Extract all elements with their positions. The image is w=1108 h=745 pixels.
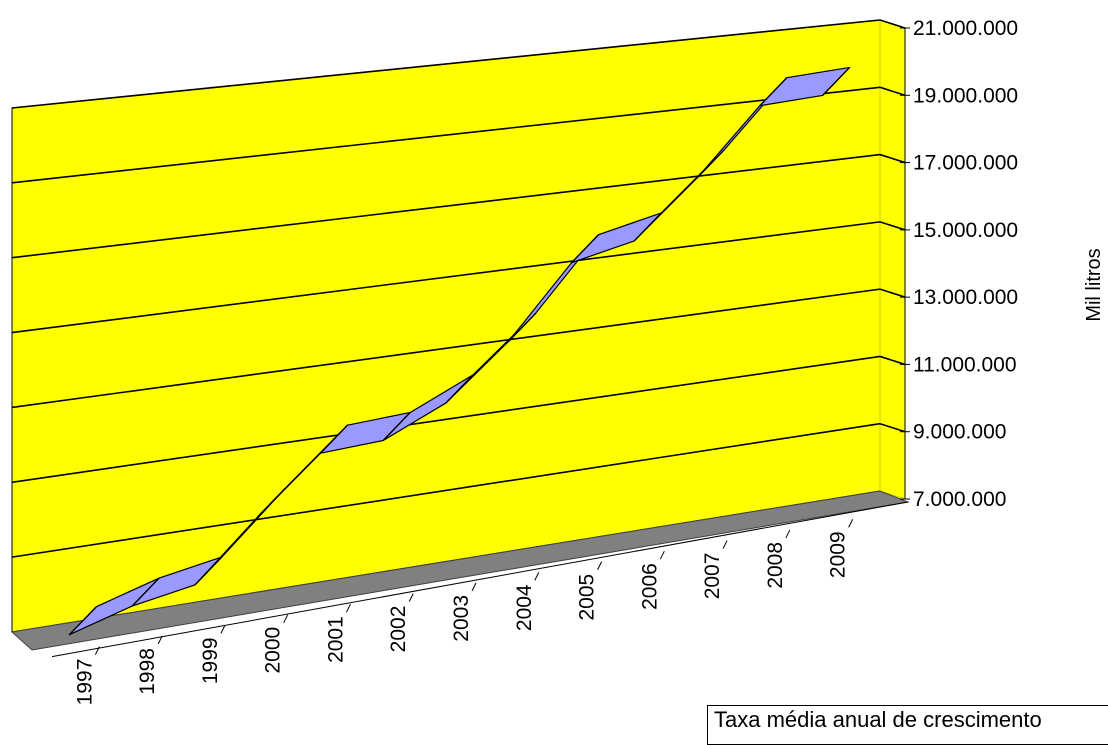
x-tick bbox=[534, 572, 540, 581]
data-point-2007 bbox=[696, 149, 725, 179]
x-tick bbox=[597, 561, 602, 571]
x-tick bbox=[848, 519, 854, 528]
growth-rate-note-text: Taxa média anual de crescimento bbox=[714, 707, 1042, 732]
data-point-2006 bbox=[633, 212, 662, 242]
data-point-2009 bbox=[822, 67, 851, 96]
gridline-depth bbox=[879, 19, 906, 29]
x-tick bbox=[408, 593, 414, 602]
x-tick-label-2001: 2001 bbox=[324, 616, 347, 663]
x-tick bbox=[157, 635, 163, 645]
data-point-1998 bbox=[131, 577, 160, 607]
gridlines bbox=[11, 19, 906, 558]
gridline-depth bbox=[879, 288, 906, 298]
gridline bbox=[11, 288, 881, 409]
data-point-2002 bbox=[382, 412, 411, 441]
data-point-2003 bbox=[445, 374, 474, 404]
y-tick-label: 15.000.000 bbox=[913, 219, 1018, 242]
gridline bbox=[11, 153, 881, 259]
data-point-2005 bbox=[571, 234, 599, 264]
x-tick-label-2007: 2007 bbox=[701, 553, 724, 600]
x-tick-label-2003: 2003 bbox=[450, 595, 473, 642]
y-axis: 7.000.000 9.000.000 11.000.000 13.000.000 15… bbox=[900, 17, 1018, 511]
data-point-2004 bbox=[508, 312, 537, 342]
y-tick-label: 7.000.000 bbox=[913, 488, 1006, 511]
x-tick bbox=[659, 550, 665, 560]
x-tick-label-2005: 2005 bbox=[576, 574, 599, 621]
back-wall bbox=[11, 19, 881, 633]
gridline-depth bbox=[879, 221, 906, 231]
x-axis: 1997 1998 1999 2000 2001 2002 2003 2004 2005 2006… bbox=[51, 501, 909, 706]
x-tick bbox=[785, 529, 791, 539]
gridline bbox=[11, 355, 881, 484]
y-tick-label: 17.000.000 bbox=[913, 152, 1018, 175]
x-tick-label-1997: 1997 bbox=[73, 659, 96, 706]
x-tick-label-2006: 2006 bbox=[638, 563, 661, 610]
gridline-depth bbox=[879, 422, 906, 433]
x-tick bbox=[220, 625, 226, 634]
data-point-2008 bbox=[759, 77, 788, 107]
gridline bbox=[11, 422, 881, 558]
y-tick-label: 19.000.000 bbox=[913, 84, 1018, 107]
y-axis-title: Mil litros bbox=[1083, 248, 1105, 321]
x-tick-label-2008: 2008 bbox=[764, 542, 787, 589]
gridline bbox=[11, 86, 881, 184]
x-tick-label-2009: 2009 bbox=[827, 531, 850, 578]
ribbon-series bbox=[68, 66, 851, 636]
x-tick bbox=[346, 603, 351, 613]
x-tick bbox=[471, 582, 477, 592]
data-point-1997 bbox=[68, 606, 97, 636]
x-tick bbox=[283, 614, 289, 624]
x-axis-line bbox=[51, 501, 909, 658]
x-tick bbox=[722, 540, 728, 549]
gridline-depth bbox=[879, 86, 906, 97]
gridline bbox=[11, 221, 881, 334]
x-tick-label-2000: 2000 bbox=[262, 627, 285, 674]
y-tick-label: 9.000.000 bbox=[913, 421, 1006, 444]
x-tick-label-2002: 2002 bbox=[387, 606, 410, 653]
gridline-depth bbox=[879, 355, 906, 366]
x-tick-label-2004: 2004 bbox=[513, 584, 536, 631]
data-point-2001 bbox=[320, 424, 348, 454]
y-tick-label: 11.000.000 bbox=[913, 353, 1017, 376]
y-tick-label: 13.000.000 bbox=[913, 286, 1018, 309]
gridline-depth bbox=[879, 153, 906, 164]
growth-rate-note: Taxa média anual de crescimento bbox=[707, 705, 1108, 745]
x-tick-label-1998: 1998 bbox=[136, 648, 159, 695]
x-tick bbox=[94, 646, 100, 655]
data-point-2000 bbox=[257, 488, 286, 518]
y-tick-label: 21.000.000 bbox=[913, 17, 1018, 40]
data-point-1999 bbox=[194, 556, 223, 586]
x-tick-label-1999: 1999 bbox=[199, 637, 222, 684]
gridline bbox=[11, 19, 881, 109]
